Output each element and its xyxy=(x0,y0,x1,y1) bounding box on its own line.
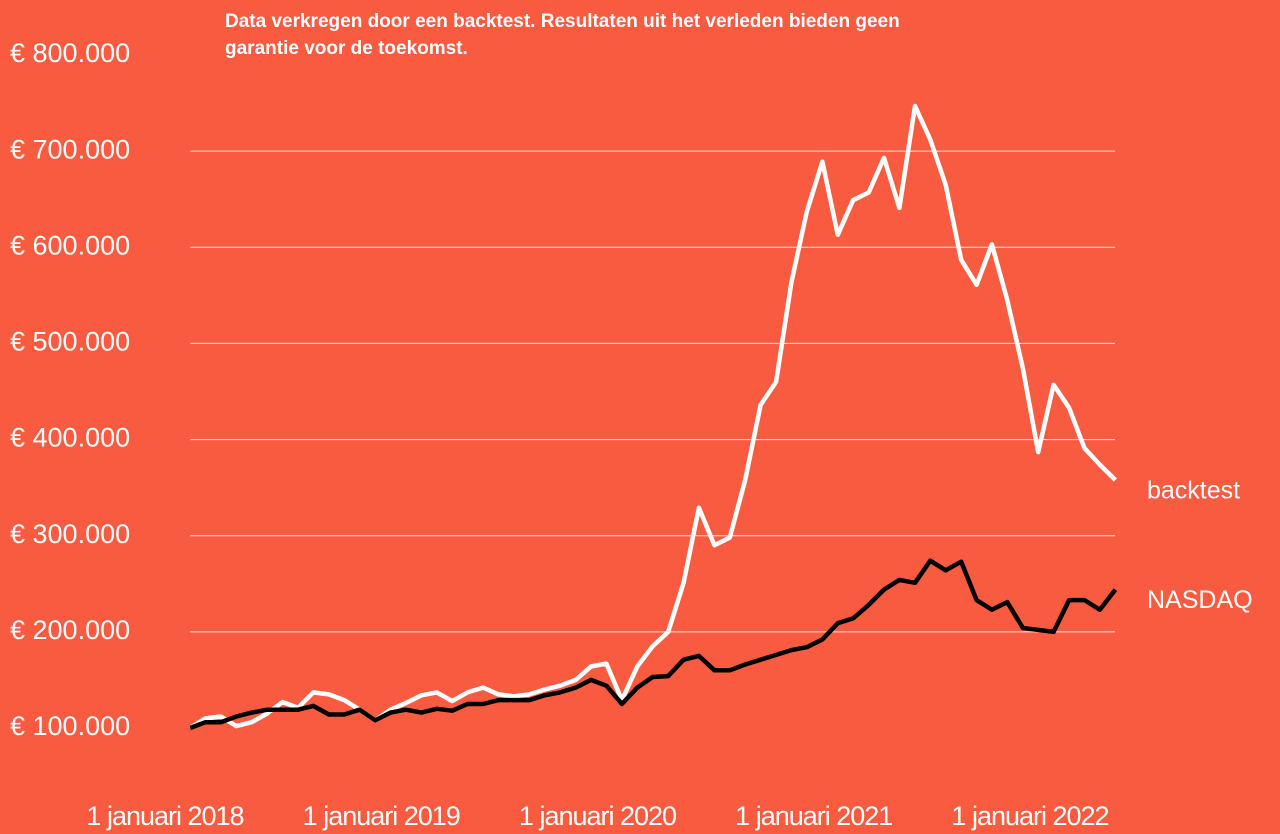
y-tick-label: € 700.000 xyxy=(10,134,130,164)
line xyxy=(189,558,1118,731)
x-tick-label: 1 januari 2018 xyxy=(86,801,243,831)
legend-label: backtest xyxy=(1147,477,1240,505)
y-tick-label: € 600.000 xyxy=(10,230,130,260)
y-tick-label: € 400.000 xyxy=(10,423,130,453)
annotation: Data verkregen door een backtest. Result… xyxy=(225,11,900,59)
x-tick-label: 1 januari 2019 xyxy=(303,801,460,831)
y-tick-label: € 500.000 xyxy=(10,327,130,357)
y-tick-label: € 100.000 xyxy=(10,711,130,741)
x-tick-label: 1 januari 2021 xyxy=(735,801,892,831)
line xyxy=(188,103,1117,730)
y-tick-label: € 800.000 xyxy=(10,38,130,68)
x-tick-label: 1 januari 2022 xyxy=(951,801,1108,831)
y-tick-label: € 200.000 xyxy=(10,615,130,645)
legend-label: NASDAQ xyxy=(1147,586,1253,614)
y-tick-label: € 300.000 xyxy=(10,519,130,549)
x-tick-label: 1 januari 2020 xyxy=(519,801,676,831)
